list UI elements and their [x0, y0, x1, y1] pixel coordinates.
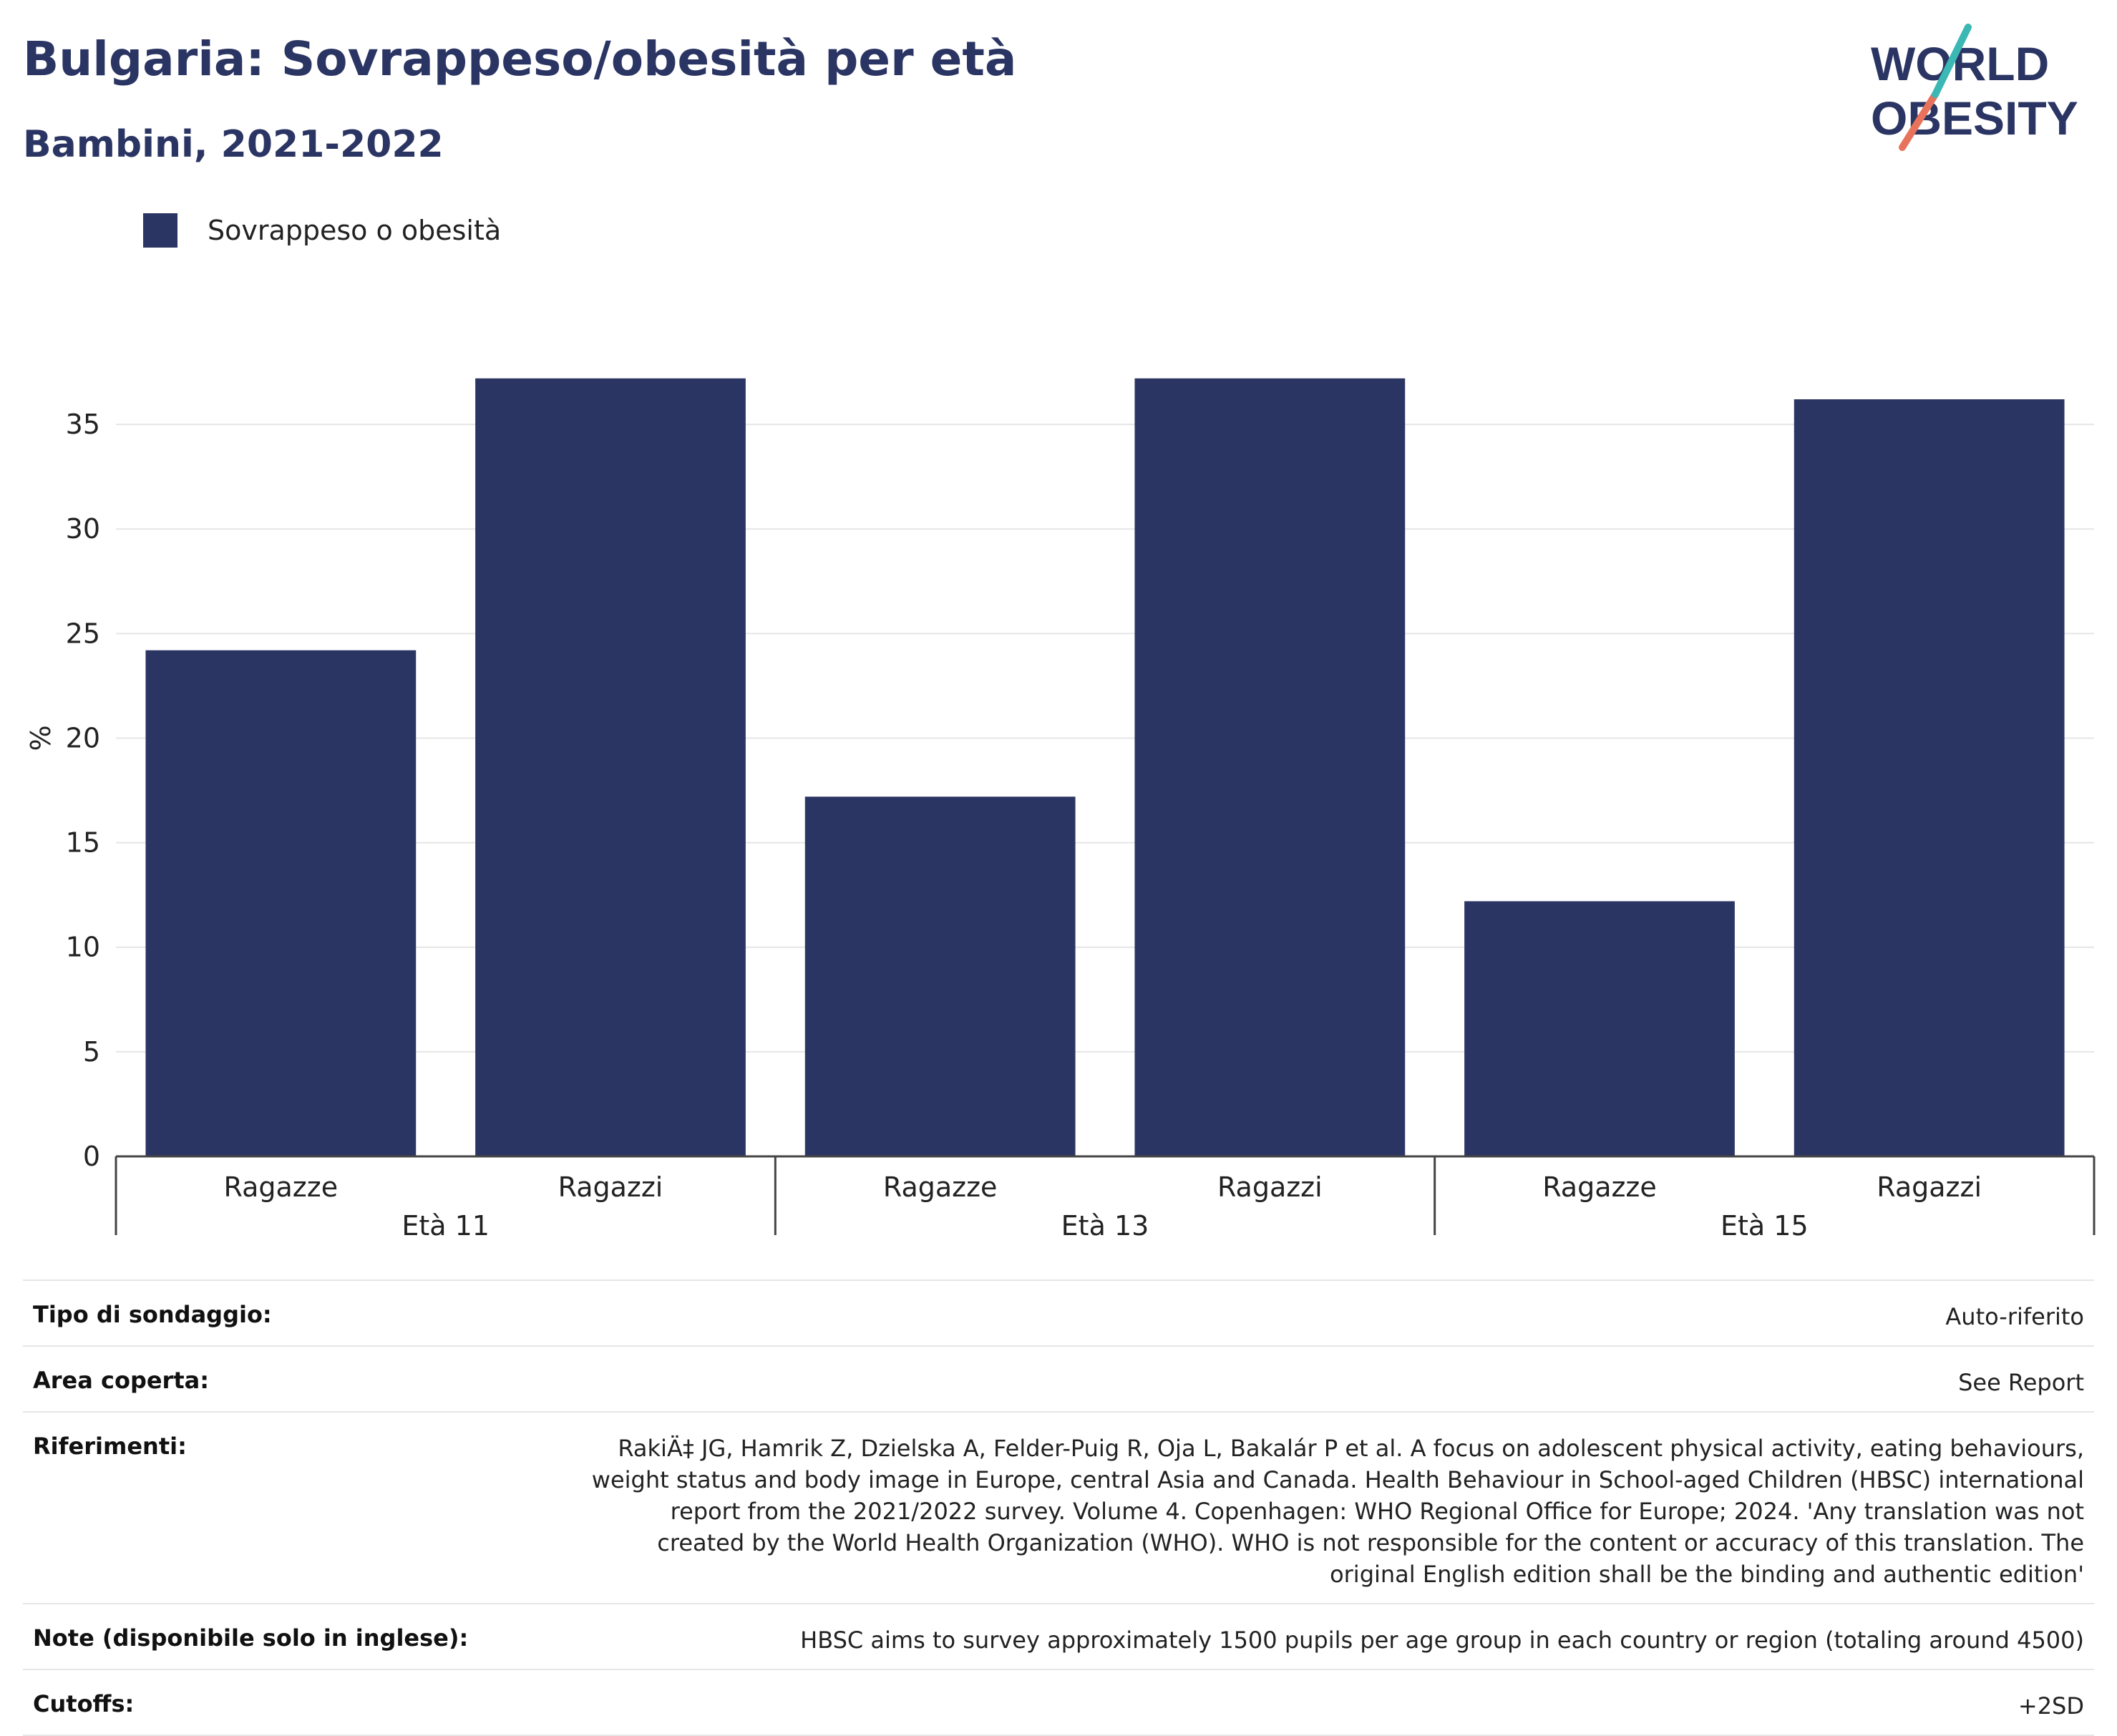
bar [1464, 901, 1735, 1156]
y-tick-label: 20 [66, 722, 100, 754]
logo-slash-teal [1932, 24, 1972, 98]
world-obesity-logo: WORLD OBESITY [1871, 24, 2078, 151]
meta-key: Note (disponibile solo in inglese): [33, 1624, 469, 1652]
y-tick-label: 30 [66, 513, 100, 545]
legend-swatch [143, 213, 177, 248]
y-tick-label: 0 [83, 1141, 100, 1172]
meta-key: Cutoffs: [33, 1690, 135, 1717]
meta-value: HBSC aims to survey approximately 1500 p… [800, 1627, 2084, 1654]
bar-chart: 0 5 10 15 20 25 30 35% Ragazze Ragazzi Ragazze Raga… [25, 378, 2096, 1242]
x-group-label: Età 15 [1721, 1210, 1809, 1242]
meta-value: RakiÄ‡ JG, Hamrik Z, Dzielska A, Felder-… [591, 1435, 2084, 1588]
y-tick-label: 5 [83, 1036, 100, 1068]
y-tick-label: 10 [66, 932, 100, 963]
legend: Sovrappeso o obesità [143, 213, 501, 248]
bar [1134, 378, 1406, 1156]
meta-value: Auto-riferito [1945, 1303, 2084, 1330]
x-category-label: Ragazzi [1217, 1171, 1323, 1203]
metadata-table: Tipo di sondaggio: Auto-riferito Area co… [23, 1279, 2094, 1736]
y-tick-label: 15 [66, 827, 100, 859]
bar [804, 796, 1076, 1156]
meta-row-survey-type: Tipo di sondaggio: Auto-riferito [23, 1279, 2094, 1345]
y-tick-label: 35 [66, 409, 100, 440]
legend-label: Sovrappeso o obesità [208, 215, 502, 246]
meta-key: Area coperta: [33, 1367, 210, 1394]
x-category-label: Ragazzi [558, 1171, 663, 1203]
bar [145, 650, 417, 1156]
meta-key: Tipo di sondaggio: [33, 1301, 272, 1328]
meta-row-cutoffs: Cutoffs: +2SD [23, 1669, 2094, 1736]
x-category-label: Ragazzi [1877, 1171, 1982, 1203]
bar [475, 378, 746, 1156]
meta-row-references: Riferimenti: RakiÄ‡ JG, Hamrik Z, Dziels… [23, 1411, 2094, 1603]
meta-value: +2SD [2018, 1692, 2084, 1720]
logo-slash-coral [1899, 91, 1939, 151]
x-group-label: Età 11 [402, 1210, 490, 1242]
y-tick-label: 25 [66, 618, 100, 649]
meta-value: See Report [1958, 1369, 2084, 1396]
logo-line2: OBESITY [1871, 92, 2078, 145]
bar [1794, 399, 2065, 1156]
y-axis-label: % [25, 725, 57, 751]
meta-row-notes: Note (disponibile solo in inglese): HBSC… [23, 1603, 2094, 1669]
x-category-label: Ragazze [224, 1171, 339, 1203]
chart-subtitle: Bambini, 2021-2022 [23, 123, 444, 166]
meta-key: Riferimenti: [33, 1433, 187, 1460]
chart-title: Bulgaria: Sovrappeso/obesità per età [23, 31, 1017, 87]
meta-row-area: Area coperta: See Report [23, 1345, 2094, 1411]
x-group-label: Età 13 [1061, 1210, 1149, 1242]
x-category-label: Ragazze [1542, 1171, 1657, 1203]
x-category-label: Ragazze [883, 1171, 998, 1203]
